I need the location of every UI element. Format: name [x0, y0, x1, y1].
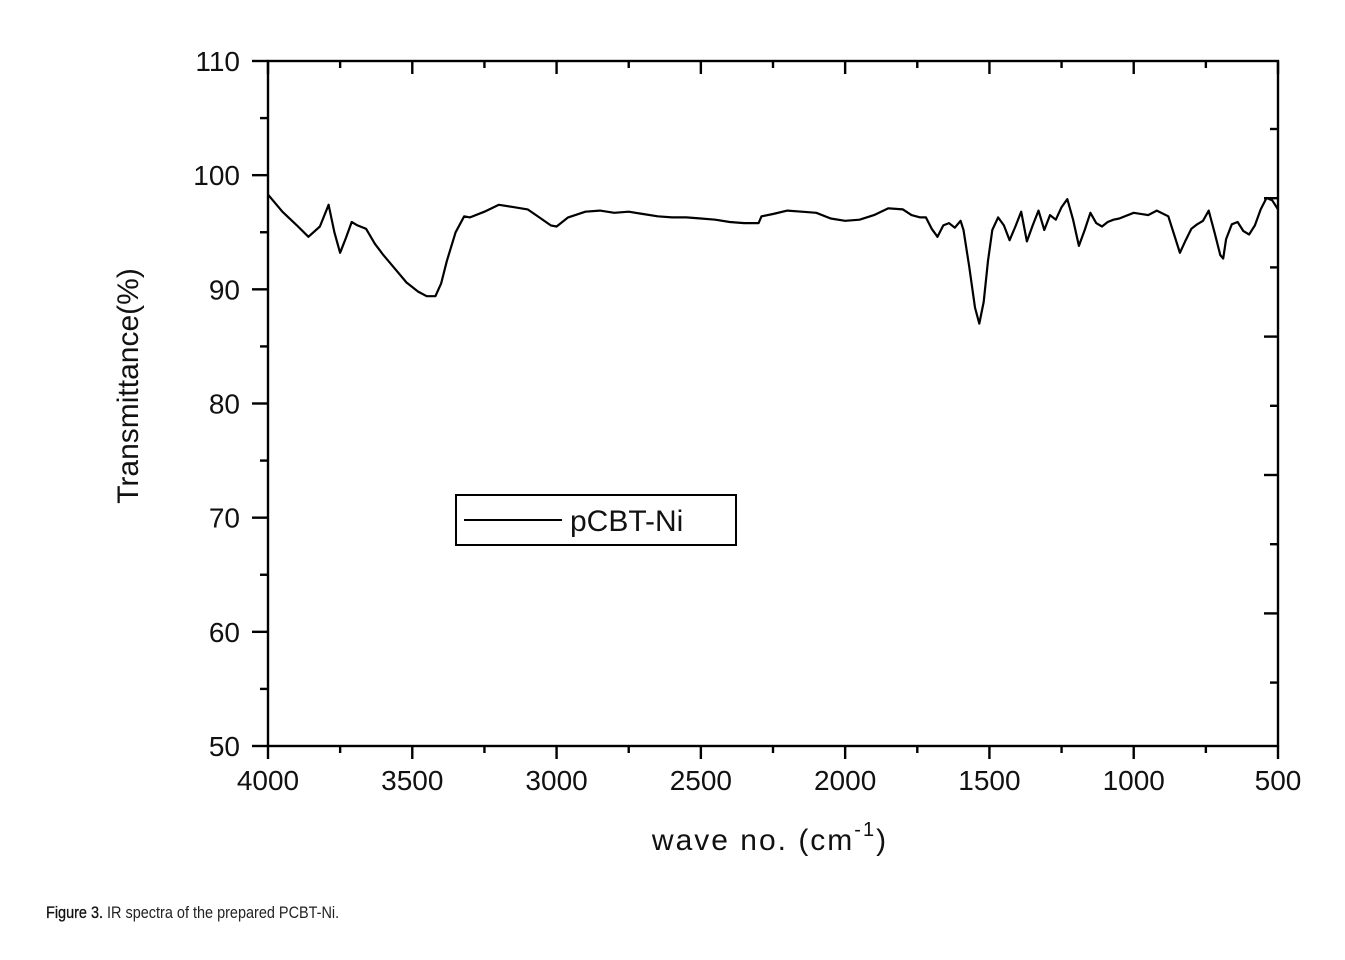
x-axis-ticks	[266, 746, 1280, 759]
y-tick-label: 90	[209, 274, 240, 305]
plot-frame	[266, 59, 1280, 748]
x-axis-title: wave no. (cm-1)	[651, 819, 888, 857]
x-tick-label: 2000	[814, 765, 876, 796]
x-axis-title-sup: -1	[854, 819, 876, 841]
y-tick-label: 50	[209, 731, 240, 762]
top-axis-ticks	[266, 61, 1280, 74]
y-tick-label: 100	[193, 160, 240, 191]
y-tick-label: 60	[209, 617, 240, 648]
y-axis-title: Transmittance(%)	[112, 268, 145, 504]
legend-label: pCBT-Ni	[570, 505, 683, 538]
x-tick-label: 2500	[670, 765, 732, 796]
right-axis-ticks	[1264, 127, 1278, 684]
y-tick-label: 70	[209, 503, 240, 534]
x-tick-label: 4000	[237, 765, 299, 796]
figure-caption-text: IR spectra of the prepared PCBT-Ni.	[103, 903, 340, 922]
y-axis-ticks	[252, 59, 268, 748]
legend: pCBT-Ni	[455, 494, 737, 546]
y-tick-label: 110	[195, 46, 240, 77]
y-tick-label: 80	[209, 389, 240, 420]
x-axis-tick-labels: 4000 3500 3000 2500 2000 1500 1000 500	[237, 765, 1302, 796]
x-tick-label: 1500	[958, 765, 1020, 796]
figure-caption-label: Figure 3.	[46, 903, 104, 922]
x-tick-label: 500	[1255, 765, 1302, 796]
x-tick-label: 1000	[1103, 765, 1165, 796]
figure-caption: Figure 3. IR spectra of the prepared PCB…	[46, 903, 339, 923]
x-axis-title-close: )	[876, 824, 888, 857]
series-line-pcbt-ni	[267, 193, 1279, 325]
x-tick-label: 3500	[381, 765, 443, 796]
x-tick-label: 3000	[525, 765, 587, 796]
x-axis-title-main: wave no. (cm	[651, 824, 854, 857]
y-axis-tick-labels: 50 60 70 80 90 100 110	[193, 46, 240, 762]
